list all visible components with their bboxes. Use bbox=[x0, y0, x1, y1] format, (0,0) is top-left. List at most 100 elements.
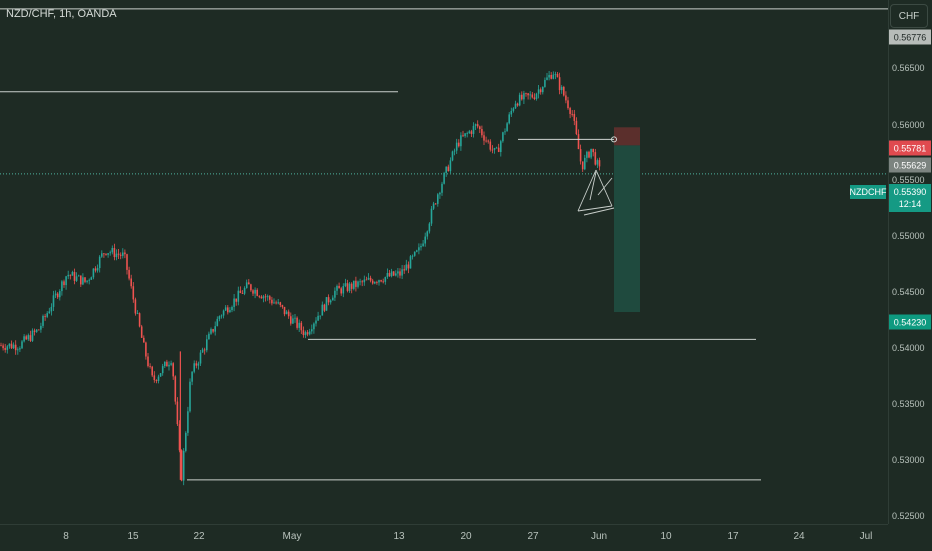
candle-body bbox=[420, 246, 422, 248]
candle-body bbox=[487, 140, 489, 142]
candle-body bbox=[302, 330, 305, 336]
candle-body bbox=[42, 316, 44, 326]
candle-body bbox=[140, 326, 143, 338]
candle-body bbox=[75, 276, 78, 281]
candle-body bbox=[224, 307, 227, 311]
price-tick: 0.56000 bbox=[892, 120, 925, 130]
candle-body bbox=[350, 283, 353, 289]
date-tick: 27 bbox=[527, 531, 539, 542]
candle-body bbox=[424, 236, 426, 244]
candle-body bbox=[172, 363, 174, 377]
candle-body bbox=[111, 247, 114, 253]
candle-body bbox=[476, 124, 479, 127]
candle-body bbox=[565, 95, 567, 101]
candle-body bbox=[323, 304, 326, 311]
candle-body bbox=[61, 281, 63, 292]
candle-body bbox=[250, 284, 252, 291]
candle-body bbox=[380, 280, 382, 282]
candle-body bbox=[19, 348, 21, 350]
candle-body bbox=[212, 329, 214, 332]
candle-body bbox=[443, 172, 445, 184]
price-axis[interactable] bbox=[888, 0, 932, 524]
candle-body bbox=[77, 275, 80, 277]
candle-body bbox=[466, 133, 468, 134]
candle-body bbox=[552, 74, 555, 79]
candle-body bbox=[523, 93, 525, 100]
candle-body bbox=[283, 306, 286, 315]
candle-body bbox=[8, 343, 11, 347]
candle-body bbox=[502, 132, 504, 142]
candle-body bbox=[413, 251, 416, 256]
candle-body bbox=[243, 288, 246, 294]
candle-body bbox=[529, 94, 531, 96]
candle-body bbox=[453, 150, 456, 152]
candle-body bbox=[493, 148, 496, 150]
candle-body bbox=[98, 256, 101, 269]
candle-body bbox=[329, 300, 332, 303]
level-price-tag: 0.56776 bbox=[889, 29, 931, 45]
candle-body bbox=[409, 256, 412, 269]
date-tick: 13 bbox=[393, 531, 405, 542]
candle-body bbox=[584, 157, 586, 170]
candle-body bbox=[88, 279, 90, 281]
symbol-title: NZD/CHF, 1h, OANDA bbox=[6, 8, 117, 20]
candle-body bbox=[590, 148, 592, 158]
candle-body bbox=[40, 325, 42, 330]
candle-body bbox=[12, 344, 15, 349]
candle-countdown: 12:14 bbox=[898, 199, 922, 209]
candle-body bbox=[556, 74, 559, 78]
candle-body bbox=[462, 135, 464, 137]
candle-body bbox=[319, 315, 321, 317]
candle-body bbox=[107, 253, 109, 255]
candle-body bbox=[537, 89, 540, 94]
candle-body bbox=[542, 86, 544, 93]
candle-body bbox=[109, 252, 111, 254]
candle-body bbox=[84, 277, 86, 282]
candle-body bbox=[447, 166, 450, 172]
candle-body bbox=[119, 254, 122, 256]
price-tick: 0.55000 bbox=[892, 231, 925, 241]
candle-body bbox=[206, 339, 208, 351]
candle-body bbox=[550, 74, 552, 79]
candle-body bbox=[558, 77, 561, 91]
candle-body bbox=[344, 283, 347, 287]
candle-body bbox=[180, 450, 183, 481]
candle-body bbox=[145, 342, 147, 357]
chart-area[interactable]: NZD/CHF, 1h, OANDA NZDCHF bbox=[0, 0, 888, 524]
candle-body bbox=[403, 269, 405, 271]
candle-body bbox=[105, 253, 107, 255]
candle-body bbox=[388, 273, 391, 277]
candle-body bbox=[474, 124, 477, 126]
candle-body bbox=[252, 290, 254, 294]
entry-price-tag: 0.55629 bbox=[889, 157, 931, 173]
candle-body bbox=[149, 366, 151, 367]
candle-body bbox=[458, 142, 460, 147]
candle-body bbox=[229, 310, 231, 313]
candle-body bbox=[374, 282, 376, 284]
candle-body bbox=[208, 333, 210, 340]
candle-body bbox=[395, 273, 397, 276]
candle-body bbox=[82, 277, 84, 285]
date-tick: 22 bbox=[193, 531, 205, 542]
candle-body bbox=[405, 264, 408, 271]
time-axis[interactable] bbox=[0, 524, 888, 551]
candle-body bbox=[14, 344, 17, 351]
candlestick-chart[interactable] bbox=[0, 0, 888, 524]
candle-body bbox=[546, 77, 548, 80]
candle-body bbox=[491, 149, 494, 151]
candle-body bbox=[563, 86, 565, 96]
candle-body bbox=[103, 253, 105, 255]
candle-body bbox=[67, 274, 69, 277]
candle-body bbox=[386, 273, 389, 277]
price-tick: 0.53000 bbox=[892, 455, 925, 465]
candle-body bbox=[182, 450, 185, 481]
candle-body bbox=[401, 269, 403, 276]
current-price-tag: 0.55390 12:14 bbox=[889, 184, 931, 212]
candle-body bbox=[94, 268, 97, 271]
candle-body bbox=[96, 268, 99, 271]
candle-body bbox=[147, 356, 149, 367]
candle-body bbox=[363, 279, 366, 283]
date-tick: Jun bbox=[590, 531, 608, 542]
candle-body bbox=[189, 381, 191, 412]
currency-button[interactable]: CHF bbox=[890, 4, 928, 28]
